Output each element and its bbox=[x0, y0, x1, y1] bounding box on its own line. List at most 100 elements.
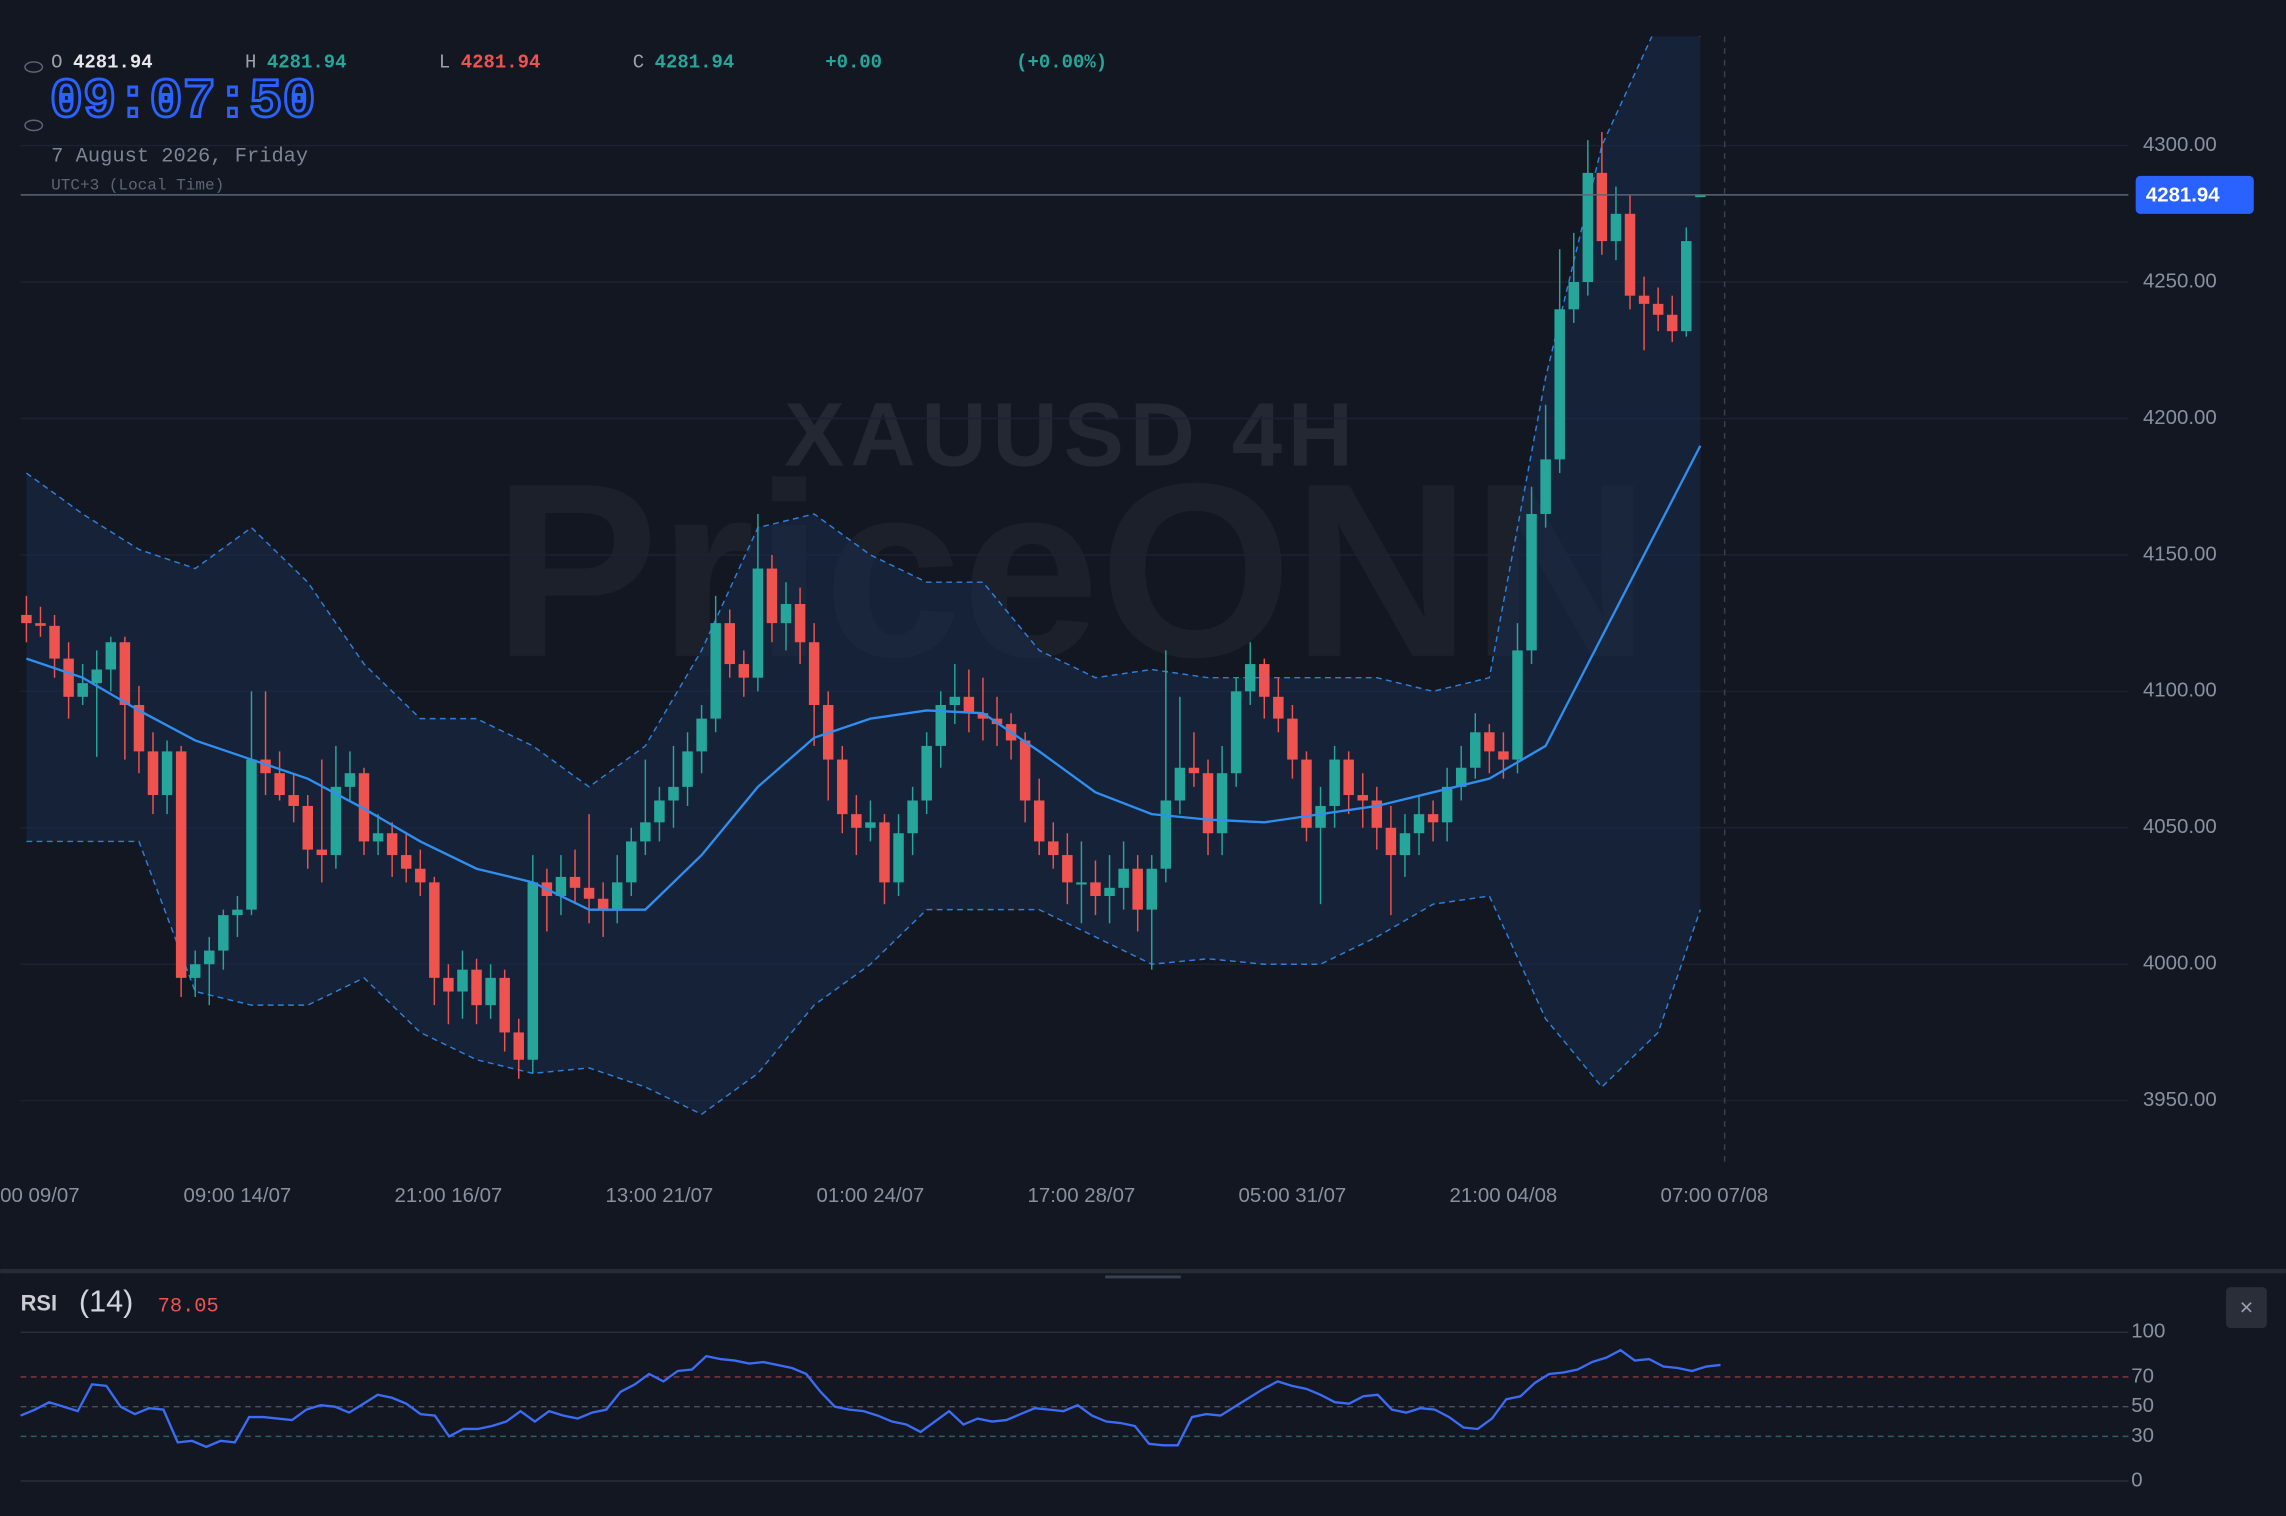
candle-body bbox=[133, 704, 145, 752]
candle-body bbox=[1188, 767, 1200, 774]
candle-body bbox=[710, 623, 721, 719]
candle-body bbox=[1019, 740, 1031, 801]
candle-body bbox=[668, 786, 679, 801]
candle-body bbox=[963, 696, 975, 714]
candle-body bbox=[1062, 855, 1073, 883]
candle-body bbox=[696, 718, 707, 752]
close-button[interactable] bbox=[2226, 1287, 2267, 1328]
candle-body bbox=[837, 759, 848, 815]
candle-body bbox=[1484, 732, 1495, 752]
candle-body bbox=[1498, 751, 1509, 760]
eye-icon[interactable] bbox=[24, 119, 44, 132]
candle-body bbox=[344, 773, 356, 787]
candle-body bbox=[358, 773, 370, 842]
candle-body bbox=[682, 751, 693, 787]
candle-body bbox=[527, 882, 539, 1060]
candle-body bbox=[119, 642, 131, 705]
candle-body bbox=[457, 969, 468, 992]
candle-body bbox=[1329, 759, 1340, 806]
candle-body bbox=[907, 800, 918, 834]
candle-body bbox=[147, 751, 159, 796]
candle-body bbox=[1315, 805, 1326, 828]
candle-body bbox=[246, 759, 257, 910]
watermark-brand: PriceONN bbox=[493, 432, 1650, 709]
candle-body bbox=[1287, 718, 1298, 760]
candle-body bbox=[204, 950, 215, 965]
candle-body bbox=[1343, 759, 1354, 796]
candle-body bbox=[330, 786, 342, 856]
rsi-period: (14) bbox=[79, 1284, 133, 1318]
eye-icon[interactable] bbox=[24, 61, 44, 73]
candle-body bbox=[105, 642, 117, 670]
candle-body bbox=[794, 604, 806, 643]
band-lower bbox=[26, 840, 1702, 1116]
close-icon[interactable]: × bbox=[2240, 1294, 2254, 1320]
candle-body bbox=[1582, 172, 1594, 283]
candle-body bbox=[1216, 773, 1228, 834]
candle-body bbox=[1230, 691, 1242, 774]
rsi-line bbox=[20, 1348, 1721, 1449]
y-tick-label: 3950.00 bbox=[2143, 1089, 2217, 1111]
candle-body bbox=[893, 833, 904, 883]
candle-body bbox=[1174, 767, 1186, 801]
candle-body bbox=[654, 800, 665, 823]
rsi-tick-label: 100 bbox=[2131, 1321, 2165, 1343]
candle-body bbox=[1470, 732, 1481, 768]
candle-body bbox=[865, 822, 876, 828]
ohlc-value: 4281.94 bbox=[267, 52, 347, 74]
rsi-tick-label: 30 bbox=[2131, 1425, 2154, 1447]
moving-average bbox=[26, 445, 1702, 911]
x-tick-label: 09:00 14/07 bbox=[184, 1185, 292, 1207]
x-tick-label: 21:00 04/08 bbox=[1450, 1185, 1558, 1207]
candle-body bbox=[189, 964, 201, 978]
candle-body bbox=[1596, 172, 1608, 242]
candle-body bbox=[386, 833, 398, 856]
rsi-tick-label: 50 bbox=[2131, 1395, 2154, 1417]
candle-body bbox=[1666, 314, 1678, 332]
candle-body bbox=[260, 759, 271, 774]
band-fill bbox=[26, 36, 1701, 1115]
candle-body bbox=[443, 977, 454, 992]
candle-body bbox=[316, 849, 328, 856]
candle-body bbox=[1652, 303, 1664, 315]
ohlc-value: 4281.94 bbox=[655, 52, 735, 74]
rsi-tick-label: 70 bbox=[2131, 1365, 2154, 1387]
candle-body bbox=[1385, 827, 1397, 856]
x-tick-label: 07:00 07/08 bbox=[1661, 1185, 1769, 1207]
candle-body bbox=[977, 713, 989, 719]
candle-body bbox=[499, 977, 510, 1033]
candle-body bbox=[302, 805, 313, 850]
candle-body bbox=[471, 969, 482, 1006]
x-tick-label: 21:00 16/07 bbox=[395, 1185, 503, 1207]
candle-body bbox=[513, 1032, 524, 1060]
candle-body bbox=[429, 882, 440, 978]
candle-body bbox=[1118, 868, 1129, 888]
price-badge-label: 4281.94 bbox=[2146, 185, 2220, 207]
candle-body bbox=[1146, 868, 1157, 910]
y-tick-label: 4150.00 bbox=[2143, 543, 2217, 565]
candle-body bbox=[1399, 833, 1411, 856]
date: 7 August 2026, Friday bbox=[51, 145, 308, 168]
candle-body bbox=[1048, 841, 1059, 856]
candle-body bbox=[1090, 882, 1101, 897]
candle-body bbox=[780, 604, 792, 624]
candle-body bbox=[161, 751, 173, 796]
x-tick-label: 01:00 24/07 bbox=[817, 1185, 925, 1207]
candle-body bbox=[1301, 759, 1312, 828]
candle-body bbox=[35, 623, 46, 626]
candle-body bbox=[851, 814, 862, 828]
change-percent: (+0.00%) bbox=[1016, 52, 1107, 74]
candle-body bbox=[921, 745, 932, 801]
candle-body bbox=[555, 876, 567, 897]
candle-body bbox=[1033, 800, 1045, 842]
candle-body bbox=[175, 751, 187, 978]
candle-body bbox=[949, 696, 961, 705]
candle-body bbox=[1554, 309, 1565, 460]
candle-body bbox=[597, 898, 609, 910]
candle-body bbox=[1076, 882, 1087, 885]
candle-body bbox=[1160, 800, 1172, 869]
candle-body bbox=[232, 909, 243, 916]
candle-body bbox=[49, 625, 60, 659]
candle-body bbox=[77, 683, 88, 697]
